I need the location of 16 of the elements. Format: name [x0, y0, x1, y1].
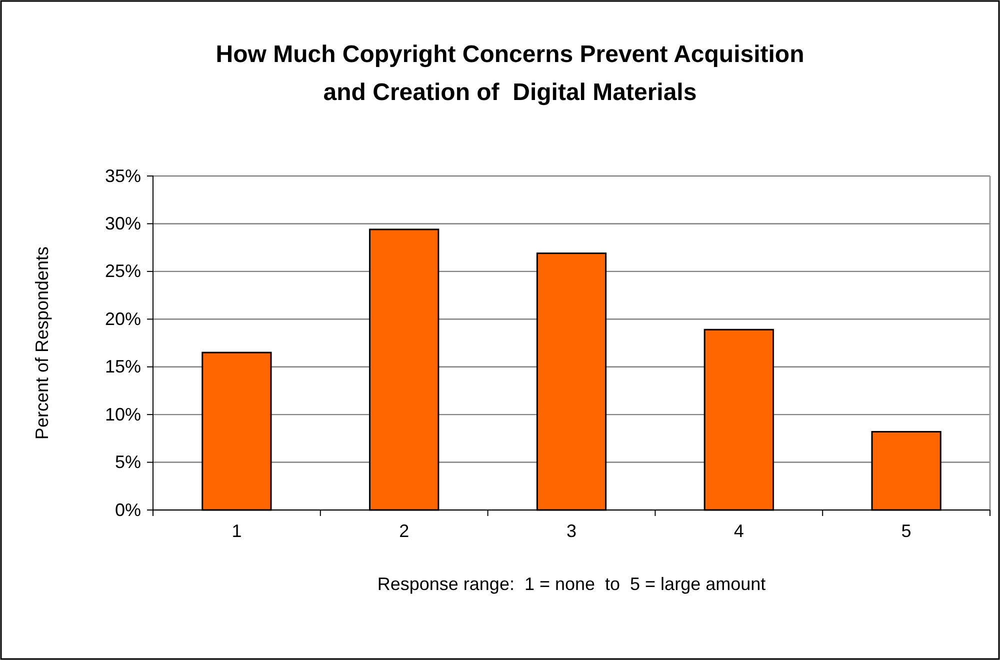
chart-title: How Much Copyright Concerns Prevent Acquisition and Creation of Digital Materials — [216, 41, 804, 106]
x-tick-label: 5 — [901, 520, 912, 541]
y-tick-label: 0% — [114, 500, 141, 520]
y-tick-label: 15% — [104, 356, 141, 377]
y-tick-label: 30% — [104, 213, 141, 234]
x-tick-label: 4 — [734, 520, 744, 541]
y-axis-title: Percent of Respondents — [32, 246, 52, 440]
y-tick-label: 35% — [104, 166, 141, 186]
x-tick-label: 1 — [232, 520, 242, 541]
x-tick-label: 2 — [399, 520, 410, 541]
x-tick-label: 3 — [566, 520, 577, 541]
y-tick-label: 10% — [104, 404, 141, 424]
y-tick-label: 5% — [114, 452, 141, 472]
y-tick-label: 20% — [104, 308, 141, 329]
x-axis-title: Response range: 1 = none to 5 = large amount — [377, 574, 766, 594]
y-tick-label: 25% — [104, 261, 141, 282]
